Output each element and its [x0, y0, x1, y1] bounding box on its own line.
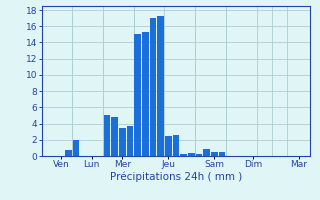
Bar [111, 117, 118, 156]
Bar [165, 136, 172, 156]
Bar [204, 149, 210, 156]
Bar [104, 115, 110, 156]
Bar [142, 32, 148, 156]
Bar [134, 34, 141, 156]
Bar [211, 152, 218, 156]
Bar [180, 154, 187, 156]
Bar [127, 126, 133, 156]
Bar [119, 128, 125, 156]
Bar [73, 140, 79, 156]
Bar [157, 16, 164, 156]
Bar [188, 153, 195, 156]
Bar [196, 154, 202, 156]
Bar [150, 18, 156, 156]
Bar [65, 150, 72, 156]
Bar [219, 152, 225, 156]
X-axis label: Précipitations 24h ( mm ): Précipitations 24h ( mm ) [110, 172, 242, 182]
Bar [173, 135, 179, 156]
